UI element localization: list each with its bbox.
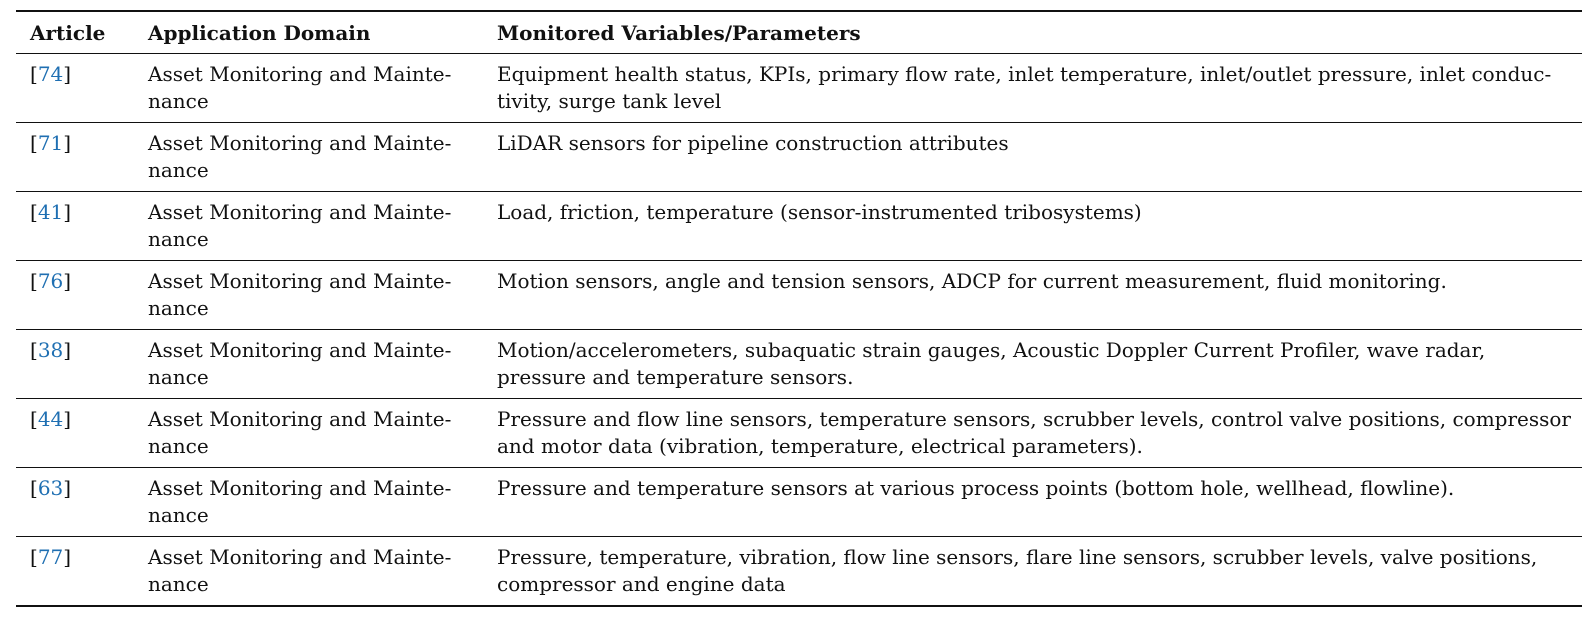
table-row: [38] Asset Monitoring and Mainte- nance … [16,330,1582,399]
table-body: [74] Asset Monitoring and Mainte- nance … [16,54,1582,607]
ref-close-bracket: ] [63,407,72,431]
table-row: [77] Asset Monitoring and Mainte- nance … [16,537,1582,607]
variables-line-2 [497,502,1574,529]
application-domain-cell: Asset Monitoring and Mainte- nance [134,330,483,399]
article-cell: [44] [16,399,134,468]
monitored-variables-cell: Motion sensors, angle and tension sensor… [483,261,1582,330]
ref-close-bracket: ] [63,545,72,569]
domain-line-1: Asset Monitoring and Mainte- [148,545,452,569]
monitored-variables-cell: LiDAR sensors for pipeline construction … [483,123,1582,192]
domain-line-1: Asset Monitoring and Mainte- [148,338,452,362]
variables-line-1: Motion/accelerometers, subaquatic strain… [497,338,1486,362]
domain-line-2: nance [148,365,209,389]
application-domain-cell: Asset Monitoring and Mainte- nance [134,261,483,330]
ref-open-bracket: [ [30,545,38,569]
header-application-domain: Application Domain [148,21,371,45]
ref-open-bracket: [ [30,269,38,293]
article-cell: [38] [16,330,134,399]
monitoring-variables-table: Article Application Domain Monitored Var… [16,10,1582,607]
reference-link[interactable]: 76 [37,269,64,293]
ref-close-bracket: ] [63,338,72,362]
table-row: [41] Asset Monitoring and Mainte- nance … [16,192,1582,261]
reference-link[interactable]: 63 [37,476,64,500]
variables-line-2 [497,295,1574,322]
domain-line-2: nance [148,158,209,182]
ref-close-bracket: ] [63,200,72,224]
variables-line-2 [497,226,1574,253]
monitored-variables-cell: Motion/accelerometers, subaquatic strain… [483,330,1582,399]
ref-open-bracket: [ [30,476,38,500]
domain-line-2: nance [148,572,209,596]
domain-line-2: nance [148,296,209,320]
ref-open-bracket: [ [30,338,38,362]
application-domain-cell: Asset Monitoring and Mainte- nance [134,192,483,261]
ref-open-bracket: [ [30,131,38,155]
variables-line-1: Pressure, temperature, vibration, flow l… [497,545,1538,569]
article-cell: [77] [16,537,134,607]
header-article: Article [30,21,106,45]
table-row: [63] Asset Monitoring and Mainte- nance … [16,468,1582,537]
reference-link[interactable]: 74 [37,62,64,86]
table-row: [74] Asset Monitoring and Mainte- nance … [16,54,1582,123]
article-cell: [41] [16,192,134,261]
ref-close-bracket: ] [63,476,72,500]
ref-open-bracket: [ [30,62,38,86]
variables-line-1: Motion sensors, angle and tension sensor… [497,269,1447,293]
application-domain-cell: Asset Monitoring and Mainte- nance [134,123,483,192]
application-domain-cell: Asset Monitoring and Mainte- nance [134,399,483,468]
variables-line-2: compressor and engine data [497,572,786,596]
variables-line-1: Pressure and flow line sensors, temperat… [497,407,1571,431]
article-cell: [76] [16,261,134,330]
monitored-variables-cell: Pressure, temperature, vibration, flow l… [483,537,1582,607]
monitored-variables-cell: Pressure and flow line sensors, temperat… [483,399,1582,468]
ref-open-bracket: [ [30,200,38,224]
domain-line-2: nance [148,89,209,113]
reference-link[interactable]: 38 [37,338,64,362]
domain-line-2: nance [148,503,209,527]
domain-line-2: nance [148,434,209,458]
monitored-variables-cell: Load, friction, temperature (sensor-inst… [483,192,1582,261]
table-row: [76] Asset Monitoring and Mainte- nance … [16,261,1582,330]
reference-link[interactable]: 41 [37,200,64,224]
table-row: [44] Asset Monitoring and Mainte- nance … [16,399,1582,468]
ref-close-bracket: ] [63,131,72,155]
monitored-variables-cell: Pressure and temperature sensors at vari… [483,468,1582,537]
monitoring-table-container: Article Application Domain Monitored Var… [16,10,1582,607]
article-cell: [63] [16,468,134,537]
variables-line-2: tivity, surge tank level [497,89,722,113]
domain-line-1: Asset Monitoring and Mainte- [148,476,452,500]
article-cell: [74] [16,54,134,123]
domain-line-2: nance [148,227,209,251]
article-cell: [71] [16,123,134,192]
variables-line-1: LiDAR sensors for pipeline construction … [497,131,1009,155]
header-monitored-variables: Monitored Variables/Parameters [497,21,861,45]
application-domain-cell: Asset Monitoring and Mainte- nance [134,537,483,607]
reference-link[interactable]: 44 [37,407,64,431]
application-domain-cell: Asset Monitoring and Mainte- nance [134,54,483,123]
domain-line-1: Asset Monitoring and Mainte- [148,269,452,293]
table-row: [71] Asset Monitoring and Mainte- nance … [16,123,1582,192]
monitored-variables-cell: Equipment health status, KPIs, primary f… [483,54,1582,123]
table-header-row: Article Application Domain Monitored Var… [16,11,1582,54]
domain-line-1: Asset Monitoring and Mainte- [148,131,452,155]
variables-line-1: Load, friction, temperature (sensor-inst… [497,200,1142,224]
variables-line-2: and motor data (vibration, temperature, … [497,434,1143,458]
variables-line-2: pressure and temperature sensors. [497,365,854,389]
domain-line-1: Asset Monitoring and Mainte- [148,200,452,224]
reference-link[interactable]: 71 [37,131,64,155]
domain-line-1: Asset Monitoring and Mainte- [148,62,452,86]
ref-open-bracket: [ [30,407,38,431]
ref-close-bracket: ] [63,269,72,293]
variables-line-1: Pressure and temperature sensors at vari… [497,476,1455,500]
variables-line-1: Equipment health status, KPIs, primary f… [497,62,1552,86]
application-domain-cell: Asset Monitoring and Mainte- nance [134,468,483,537]
variables-line-2 [497,157,1574,184]
reference-link[interactable]: 77 [37,545,64,569]
domain-line-1: Asset Monitoring and Mainte- [148,407,452,431]
ref-close-bracket: ] [63,62,72,86]
